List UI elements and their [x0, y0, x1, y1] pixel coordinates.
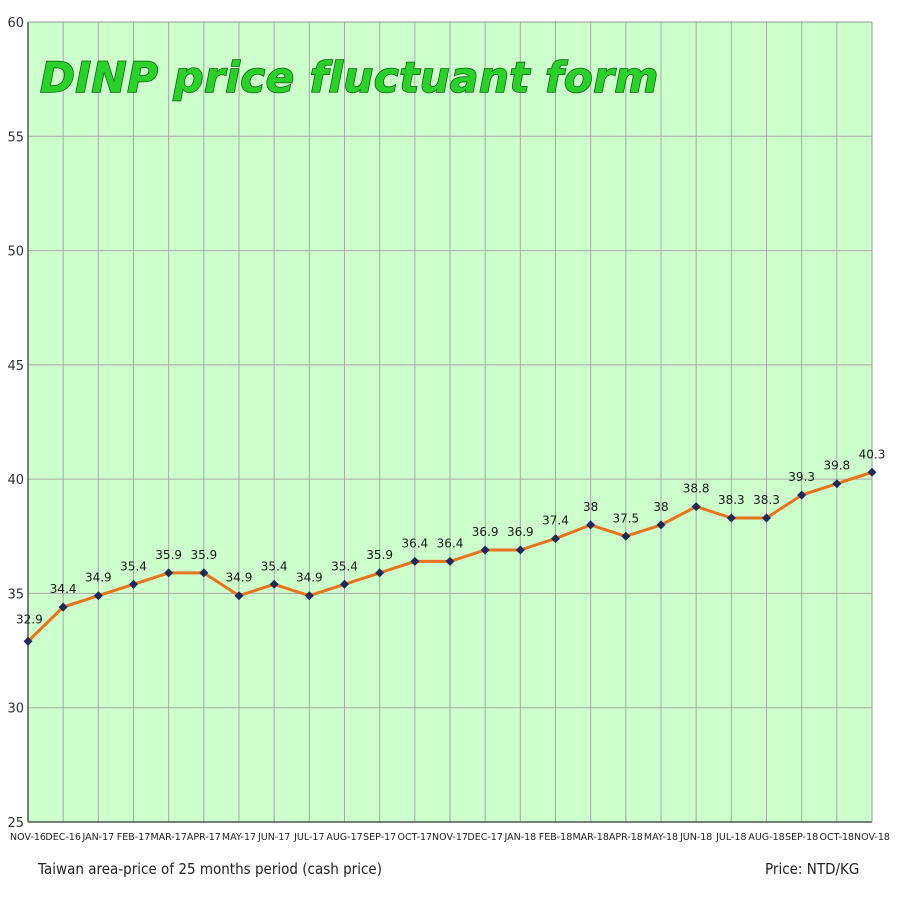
data-label: 35.9 — [155, 548, 182, 562]
data-point-marker — [340, 579, 349, 589]
y-tick-labels: 25 30 35 40 45 50 55 60 — [7, 16, 24, 831]
data-point-marker — [726, 513, 736, 523]
x-tick-label: JUN-17 — [257, 832, 290, 843]
data-label: 39.8 — [823, 459, 850, 473]
data-label: 35.4 — [120, 559, 147, 573]
data-point-marker — [621, 531, 631, 541]
y-tick-label: 55 — [7, 130, 24, 145]
data-label: 36.4 — [437, 536, 464, 550]
data-label: 40.3 — [859, 447, 886, 461]
data-point-marker — [23, 636, 33, 646]
data-label: 34.9 — [85, 571, 112, 585]
x-tick-label: SEP-17 — [363, 832, 396, 843]
data-point-marker — [797, 490, 807, 500]
x-tick-label: NOV-17 — [432, 832, 468, 843]
data-label: 37.4 — [542, 514, 569, 528]
x-tick-label: APR-18 — [609, 832, 643, 843]
data-label: 36.9 — [507, 525, 534, 539]
data-point-marker — [515, 545, 525, 555]
x-tick-labels: NOV-16 DEC-16 JAN-17 FEB-17 MAR-17 APR-17 MAY-… — [10, 832, 890, 843]
x-tick-label: DEC-17 — [467, 832, 502, 843]
x-tick-label: JUN-18 — [679, 832, 712, 843]
x-tick-label: AUG-18 — [748, 832, 784, 843]
x-tick-label: NOV-16 — [10, 832, 46, 843]
chart-title: DINP price fluctuant form — [40, 53, 659, 102]
data-point-marker — [93, 591, 103, 601]
data-point-marker — [480, 545, 490, 555]
x-tick-label: MAY-17 — [222, 832, 256, 843]
x-tick-label: JUL-18 — [715, 832, 746, 843]
x-tick-label: AUG-17 — [326, 832, 362, 843]
data-point-marker — [586, 520, 596, 530]
axes — [27, 21, 873, 823]
data-labels: 32.9 34.4 34.9 35.4 35.9 35.9 34.9 35.4 34.9 35.4… — [16, 447, 885, 626]
x-tick-label: NOV-18 — [854, 832, 890, 843]
x-tick-label: JAN-18 — [503, 832, 536, 843]
data-label: 38.3 — [718, 493, 745, 507]
data-label: 38.8 — [683, 482, 710, 496]
data-label: 38 — [583, 500, 598, 514]
data-label: 39.3 — [788, 470, 815, 484]
data-point-marker — [164, 568, 174, 578]
data-label: 36.4 — [401, 536, 428, 550]
data-label: 32.9 — [16, 612, 43, 626]
data-label: 34.9 — [226, 571, 253, 585]
data-point-marker — [304, 591, 314, 601]
y-tick-label: 35 — [7, 587, 24, 602]
data-point-marker — [762, 513, 771, 523]
data-point-marker — [375, 568, 385, 578]
x-tick-label: MAY-18 — [644, 832, 678, 843]
y-tick-label: 60 — [7, 16, 24, 31]
data-label: 34.4 — [50, 582, 77, 596]
data-point-marker — [867, 467, 877, 477]
price-unit-label: Price: NTD/KG — [765, 860, 860, 878]
data-point-marker — [234, 591, 244, 601]
x-tick-label: MAR-18 — [572, 832, 608, 843]
data-label: 35.4 — [331, 559, 358, 573]
x-tick-label: APR-17 — [187, 832, 221, 843]
data-point-marker — [445, 556, 455, 566]
data-label: 35.9 — [366, 548, 393, 562]
data-point-marker — [269, 579, 279, 589]
data-label: 34.9 — [296, 571, 323, 585]
x-tick-label: JAN-17 — [81, 832, 114, 843]
y-tick-label: 25 — [7, 816, 24, 831]
data-label: 35.9 — [190, 548, 217, 562]
data-point-marker — [691, 502, 701, 512]
data-label: 38.3 — [753, 493, 780, 507]
x-tick-label: FEB-18 — [539, 832, 573, 843]
footer-caption: Taiwan area-price of 25 months period (c… — [38, 860, 382, 878]
data-point-marker — [410, 556, 420, 566]
x-tick-label: FEB-17 — [117, 832, 151, 843]
data-label: 35.4 — [261, 559, 288, 573]
data-point-marker — [656, 520, 666, 530]
data-label: 38 — [653, 500, 668, 514]
y-tick-label: 30 — [7, 702, 24, 717]
data-label: 37.5 — [612, 511, 639, 525]
x-tick-label: OCT-18 — [820, 832, 855, 843]
y-tick-label: 50 — [7, 245, 24, 260]
y-tick-label: 45 — [7, 359, 24, 374]
data-point-marker — [551, 534, 560, 544]
data-point-marker — [832, 479, 842, 489]
y-tick-label: 40 — [7, 473, 24, 488]
data-point-marker — [58, 602, 68, 612]
x-tick-label: MAR-17 — [150, 832, 186, 843]
data-point-marker — [129, 579, 138, 589]
x-tick-label: OCT-17 — [398, 832, 433, 843]
data-label: 36.9 — [472, 525, 499, 539]
x-tick-label: DEC-16 — [45, 832, 80, 843]
x-tick-label: SEP-18 — [785, 832, 818, 843]
data-point-marker — [199, 568, 209, 578]
series-markers — [23, 467, 877, 646]
x-tick-label: JUL-17 — [293, 832, 324, 843]
